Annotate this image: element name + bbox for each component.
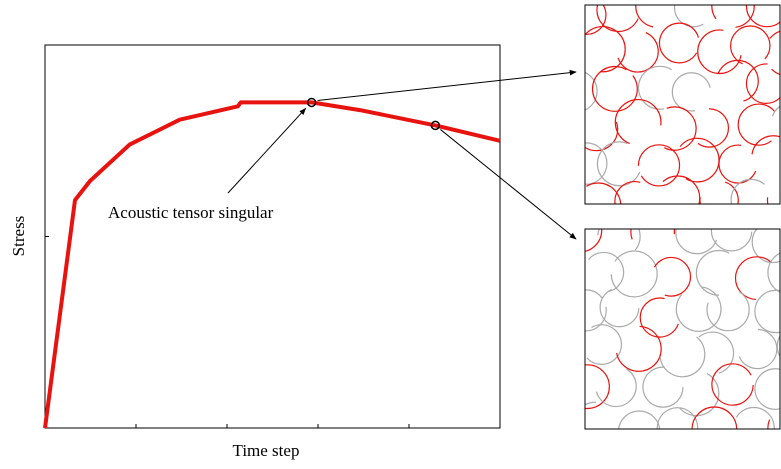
particle	[710, 229, 753, 252]
panel-frame	[584, 4, 781, 205]
particle	[652, 106, 697, 151]
particle	[745, 63, 780, 104]
micro-panel-2	[585, 229, 780, 429]
particle	[585, 182, 622, 204]
particle	[718, 144, 758, 184]
particle	[690, 331, 735, 375]
particle	[585, 71, 598, 111]
micro-panel-1	[585, 5, 780, 204]
panel-arrow	[440, 129, 577, 240]
particle	[734, 256, 779, 301]
panel-frame	[584, 228, 781, 430]
panel-arrow	[317, 69, 577, 101]
particle	[711, 5, 755, 29]
particle	[706, 287, 750, 332]
particle	[673, 5, 714, 28]
particle	[639, 297, 680, 338]
stress-curve	[43, 100, 501, 429]
particle	[737, 328, 778, 370]
particle	[630, 229, 675, 255]
particle	[597, 229, 641, 259]
particle	[697, 29, 742, 75]
particle	[675, 229, 719, 255]
particle	[764, 30, 780, 76]
particle	[730, 25, 771, 66]
particle	[651, 256, 692, 297]
particle	[654, 175, 701, 204]
particle	[635, 5, 679, 28]
particle	[596, 5, 641, 33]
particle	[637, 65, 682, 110]
particle	[695, 249, 742, 296]
particle	[754, 289, 780, 334]
particle	[658, 22, 700, 64]
particle	[585, 25, 626, 73]
particle	[614, 98, 662, 146]
particle	[585, 289, 607, 332]
particle	[595, 365, 637, 408]
marker	[306, 97, 317, 108]
particle	[767, 252, 780, 293]
particle	[754, 368, 780, 410]
particle	[585, 251, 625, 293]
particle	[730, 178, 772, 204]
particle	[699, 180, 739, 204]
particle	[689, 108, 730, 148]
particle	[616, 30, 659, 73]
particle	[656, 407, 699, 429]
particle	[691, 406, 738, 429]
particle	[659, 331, 706, 378]
particle	[674, 137, 720, 183]
marker	[430, 120, 441, 131]
particle	[766, 179, 780, 204]
particle	[596, 141, 642, 187]
particle	[767, 408, 780, 429]
particle	[637, 144, 681, 187]
particle	[673, 370, 720, 417]
particle	[745, 5, 780, 28]
particle	[585, 324, 623, 365]
particle	[671, 72, 712, 112]
particle	[610, 250, 658, 298]
particle	[614, 180, 655, 204]
particle	[585, 364, 610, 410]
particle	[675, 286, 722, 332]
particle	[585, 401, 619, 429]
particle	[585, 5, 607, 35]
particle	[599, 287, 640, 328]
x-axis-label: Time step	[233, 441, 300, 460]
annotation: Acoustic tensor singular	[108, 203, 274, 222]
particle	[751, 135, 780, 180]
y-axis-label: Stress	[9, 216, 28, 257]
particle	[618, 410, 661, 429]
particle	[585, 229, 603, 252]
particle	[585, 142, 608, 185]
particle	[732, 406, 775, 429]
particle	[642, 366, 684, 408]
particle	[737, 103, 780, 146]
particle	[716, 59, 759, 103]
particle	[615, 325, 662, 372]
particle	[711, 363, 754, 406]
particle	[591, 65, 638, 112]
annotation-arrow	[227, 107, 307, 194]
particle	[751, 229, 780, 264]
particle	[776, 335, 780, 358]
particle	[585, 107, 619, 152]
